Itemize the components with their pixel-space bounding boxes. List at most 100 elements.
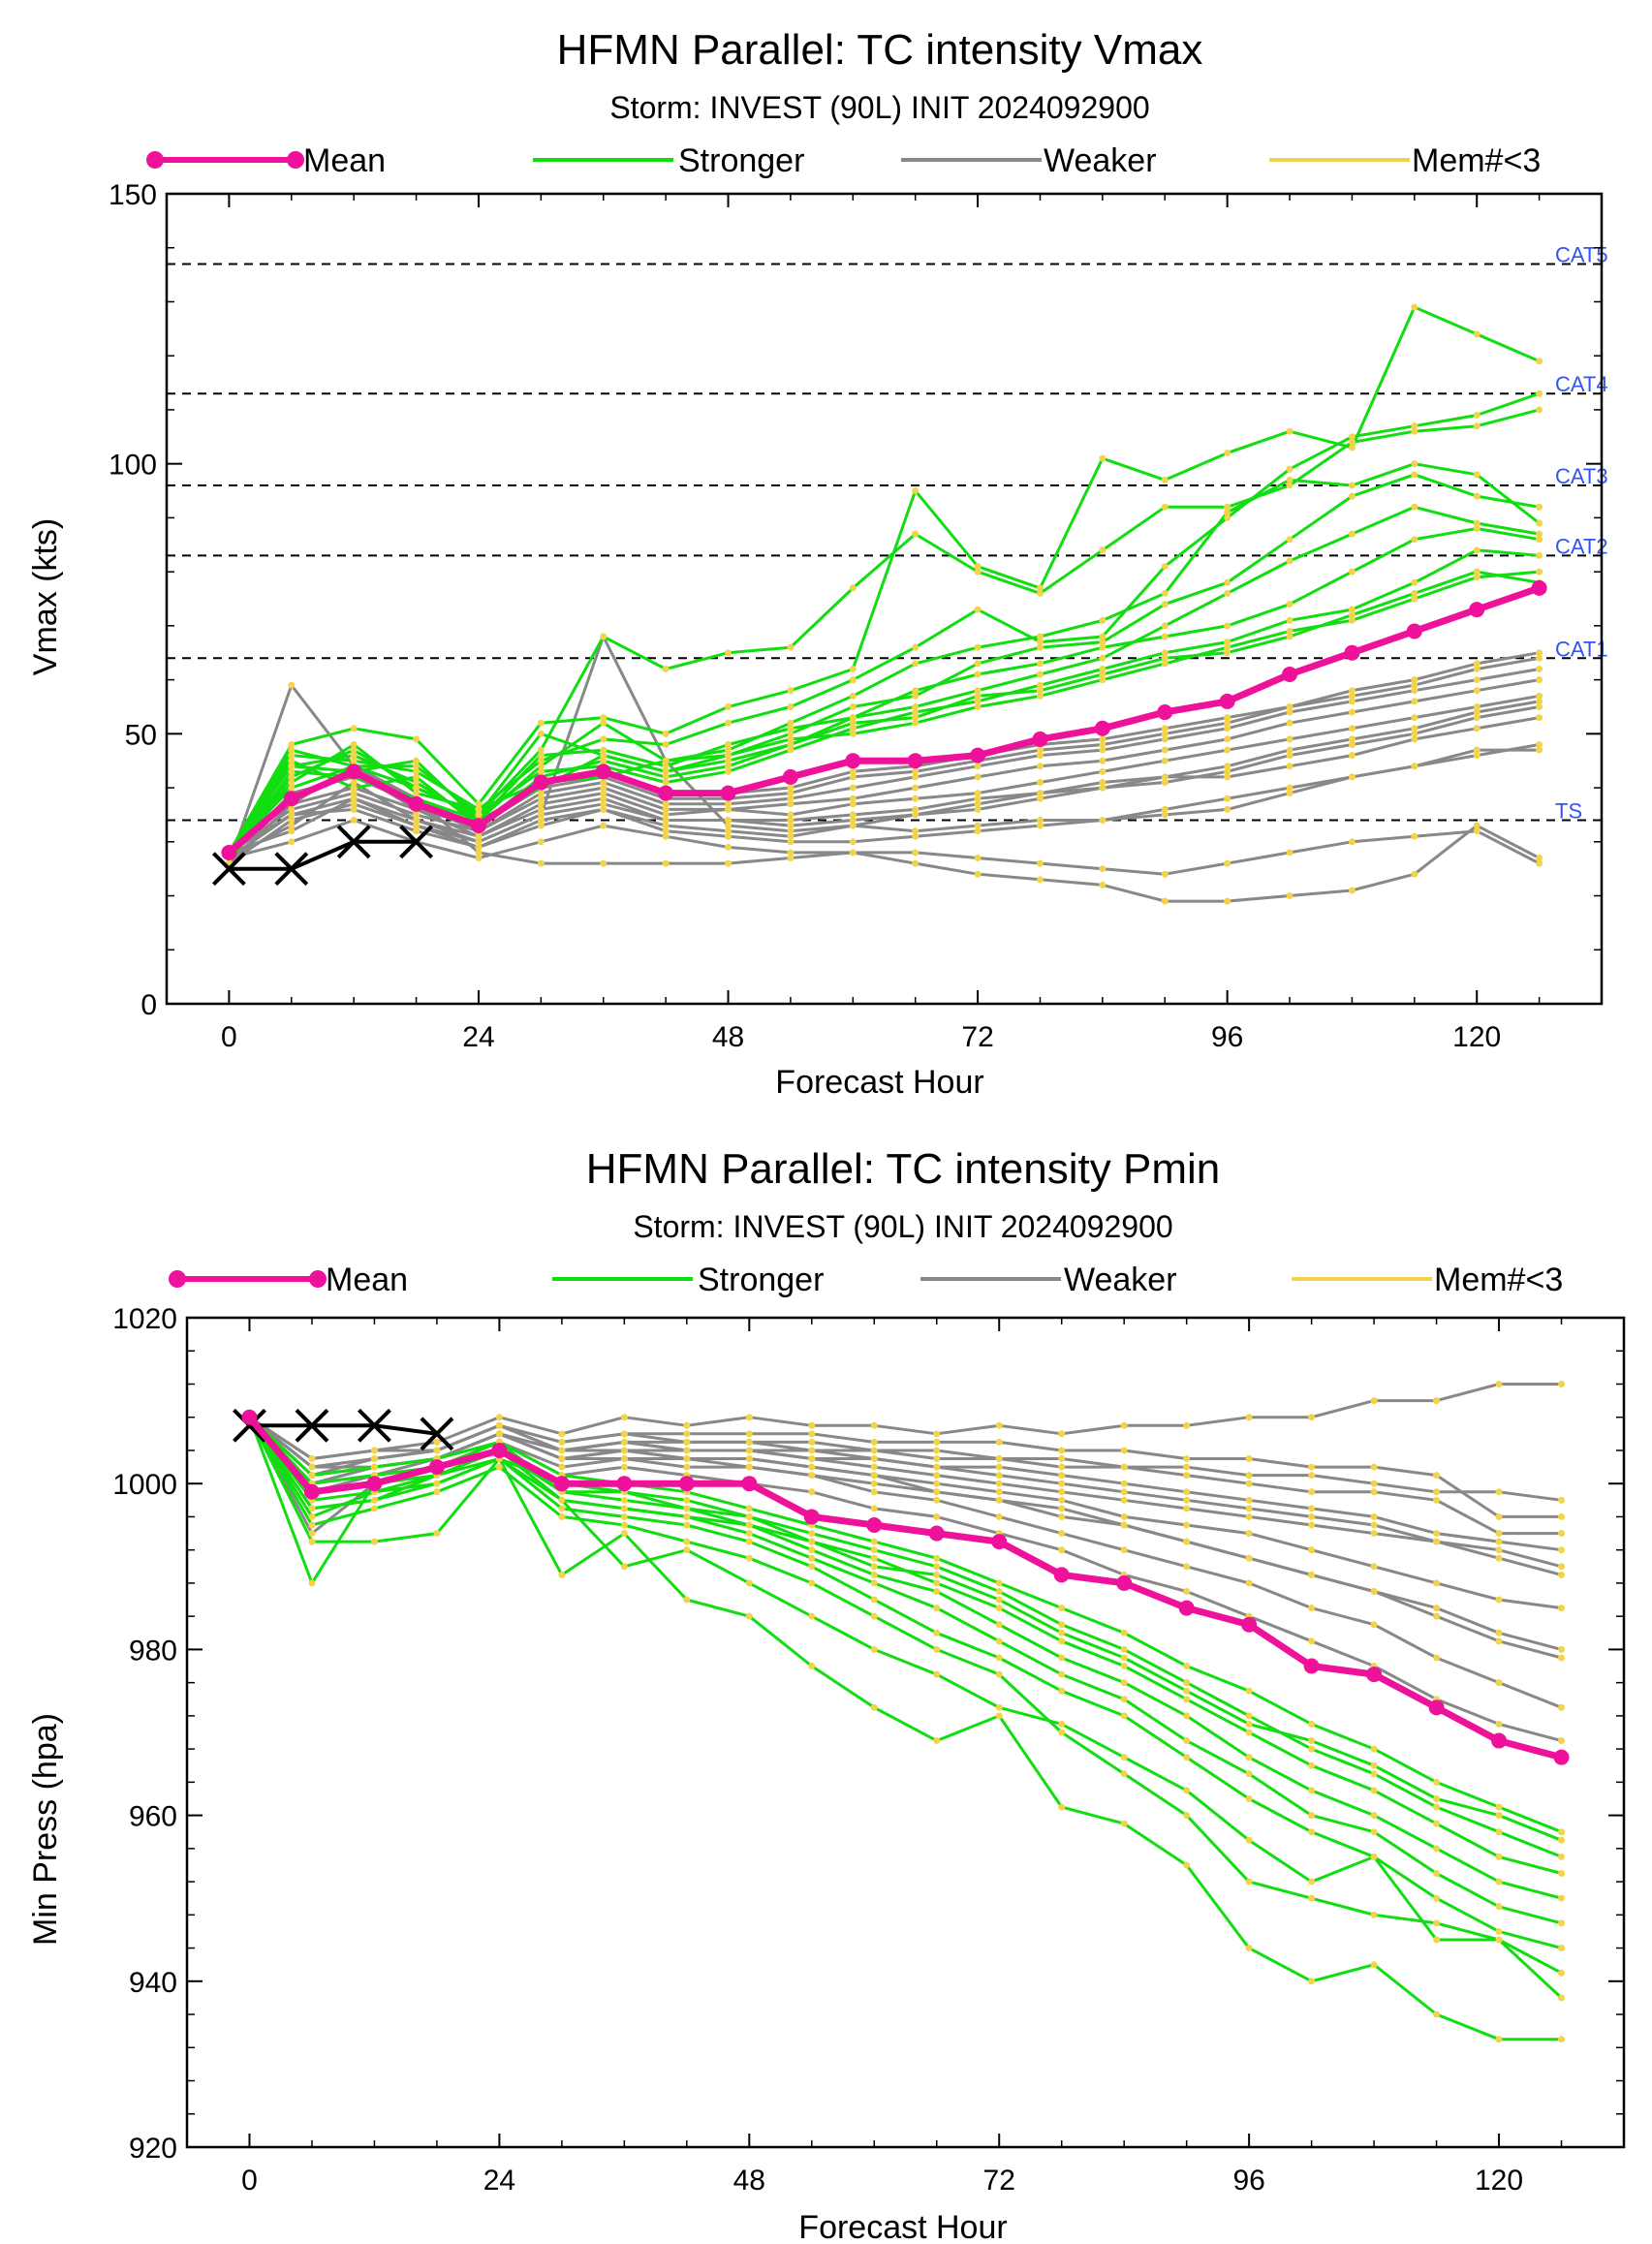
member-point xyxy=(1308,1472,1315,1479)
member-point xyxy=(1058,1637,1065,1644)
member-point xyxy=(1037,779,1044,786)
member-point xyxy=(1496,1637,1503,1644)
member-point xyxy=(996,1439,1003,1446)
y-tick-label: 1020 xyxy=(112,1303,177,1335)
member-point xyxy=(683,1497,690,1504)
pmin-chart-panel: HFMN Parallel: TC intensity Pmin Storm: … xyxy=(0,1124,1652,2244)
member-point xyxy=(1246,1712,1253,1719)
observed-track-line xyxy=(250,1425,437,1434)
member-point xyxy=(1224,747,1231,754)
member-point xyxy=(808,1455,815,1462)
member-point xyxy=(1037,790,1044,796)
member-point xyxy=(1308,1605,1315,1611)
member-point xyxy=(1183,1754,1190,1761)
member-point xyxy=(850,584,857,591)
member-point xyxy=(787,838,794,845)
member-point xyxy=(308,1579,315,1586)
member-point xyxy=(1558,1497,1565,1504)
member-point xyxy=(871,1579,878,1586)
y-tick-label: 1000 xyxy=(112,1469,177,1501)
member-point xyxy=(621,1497,628,1504)
member-point xyxy=(933,1472,940,1479)
member-point xyxy=(1037,671,1044,678)
legend-member-dot-label: Mem#<3 xyxy=(1434,1262,1563,1298)
member-point xyxy=(933,1497,940,1504)
member-point xyxy=(787,703,794,710)
member-point xyxy=(1558,1530,1565,1537)
member-point xyxy=(1058,1480,1065,1487)
mean-point xyxy=(366,1476,382,1491)
member-point xyxy=(1121,1646,1128,1653)
member-point xyxy=(746,1464,753,1471)
chart-subtitle: Storm: INVEST (90L) INIT 2024092900 xyxy=(633,1209,1172,1244)
member-point xyxy=(808,1539,815,1545)
member-point xyxy=(1496,1530,1503,1537)
member-point xyxy=(621,1439,628,1446)
mean-point xyxy=(409,796,424,812)
member-point xyxy=(663,817,670,824)
member-point xyxy=(1536,741,1543,748)
member-point xyxy=(996,1637,1003,1644)
member-point xyxy=(538,860,545,867)
mean-point xyxy=(1220,694,1235,709)
y-tick-label: 960 xyxy=(129,1801,177,1833)
member-point xyxy=(413,773,420,780)
mean-point xyxy=(804,1509,820,1524)
member-point xyxy=(1183,1679,1190,1686)
member-point xyxy=(1411,833,1418,840)
member-point xyxy=(912,714,919,721)
y-tick-label: 100 xyxy=(109,450,157,482)
member-point xyxy=(1037,687,1044,694)
member-point xyxy=(850,785,857,792)
member-point xyxy=(1558,1563,1565,1570)
member-point xyxy=(871,1704,878,1711)
member-point xyxy=(1558,1895,1565,1902)
member-point xyxy=(1037,876,1044,883)
member-point xyxy=(1308,1513,1315,1520)
member-point xyxy=(725,741,732,748)
member-point xyxy=(1433,1605,1440,1611)
member-point xyxy=(1224,806,1231,813)
member-point xyxy=(1411,725,1418,732)
member-point xyxy=(1183,1522,1190,1529)
member-point xyxy=(308,1464,315,1471)
legend-mean-label: Mean xyxy=(326,1262,408,1298)
member-point xyxy=(558,1572,565,1578)
member-point xyxy=(1224,509,1231,515)
member-point xyxy=(433,1447,440,1453)
member-point xyxy=(912,860,919,867)
member-point xyxy=(871,1455,878,1462)
mean-point xyxy=(554,1476,570,1491)
member-point xyxy=(1558,1870,1565,1877)
member-point xyxy=(1411,714,1418,721)
member-point xyxy=(933,1488,940,1495)
member-point xyxy=(1162,655,1169,662)
member-point xyxy=(1246,1497,1253,1504)
member-point xyxy=(1099,655,1106,662)
member-point xyxy=(1099,644,1106,651)
mean-point xyxy=(1157,704,1172,720)
member-point xyxy=(787,644,794,651)
member-point xyxy=(1099,671,1106,678)
member-point xyxy=(1308,1737,1315,1744)
mean-point xyxy=(471,818,486,833)
member-point xyxy=(1224,763,1231,769)
member-point xyxy=(1058,1530,1065,1537)
member-point xyxy=(683,1597,690,1604)
mean-point xyxy=(429,1459,445,1475)
x-tick-label: 72 xyxy=(983,2165,1015,2197)
member-point xyxy=(1536,552,1543,559)
member-point xyxy=(1433,1530,1440,1537)
member-point xyxy=(1558,1572,1565,1578)
member-point xyxy=(1474,660,1481,667)
member-point xyxy=(1162,477,1169,483)
member-point xyxy=(1371,1488,1378,1495)
member-point xyxy=(975,703,982,710)
member-point xyxy=(1371,1812,1378,1819)
member-point xyxy=(1558,1854,1565,1860)
member-point xyxy=(1183,1861,1190,1868)
member-point xyxy=(496,1414,503,1420)
member-point xyxy=(1536,519,1543,526)
member-point xyxy=(1287,720,1294,727)
member-point xyxy=(1349,531,1356,538)
